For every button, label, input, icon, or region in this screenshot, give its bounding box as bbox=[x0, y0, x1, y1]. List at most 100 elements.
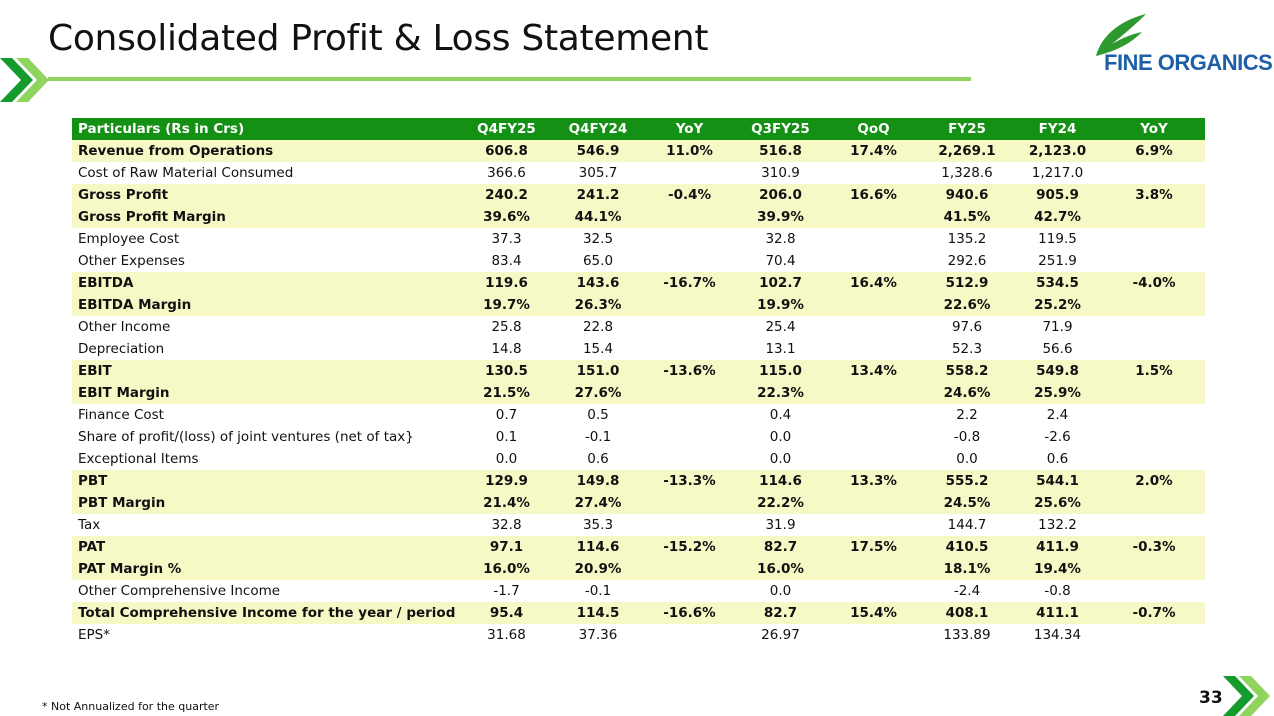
row-label: Exceptional Items bbox=[78, 451, 199, 467]
table-cell: 251.9 bbox=[1038, 253, 1077, 269]
row-label: PBT Margin bbox=[72, 492, 460, 514]
table-cell bbox=[643, 492, 736, 514]
table-cell: 37.36 bbox=[578, 627, 618, 643]
table-cell: 606.8 bbox=[460, 140, 553, 162]
table-cell bbox=[643, 294, 736, 316]
table-cell: 6.9% bbox=[1103, 140, 1205, 162]
table-cell: 115.0 bbox=[736, 360, 825, 382]
table-cell: 206.0 bbox=[736, 184, 825, 206]
table-cell: -0.8 bbox=[1044, 583, 1071, 599]
table-cell: 19.4% bbox=[1012, 558, 1103, 580]
table-cell: 516.8 bbox=[736, 140, 825, 162]
table-cell: 133.89 bbox=[943, 627, 991, 643]
table-cell: 114.6 bbox=[553, 536, 643, 558]
table-cell: 17.4% bbox=[825, 140, 922, 162]
row-label: Other Expenses bbox=[78, 253, 185, 269]
table-cell: 25.2% bbox=[1012, 294, 1103, 316]
table-cell: 0.0 bbox=[769, 429, 792, 445]
table-cell: 22.8 bbox=[582, 319, 614, 335]
table-row: EPS* 31.68 37.36 26.97 133.89 134.34 bbox=[72, 624, 1205, 646]
brand-name: FINE ORGANICS bbox=[1104, 50, 1273, 75]
table-cell: 25.8 bbox=[491, 319, 522, 335]
table-cell: 41.5% bbox=[922, 206, 1012, 228]
table-cell bbox=[1103, 624, 1205, 646]
table-cell bbox=[1103, 426, 1205, 448]
row-label: PAT Margin % bbox=[72, 558, 460, 580]
table-cell: 14.8 bbox=[491, 341, 522, 357]
row-label: Other Income bbox=[78, 319, 171, 335]
table-row: Other Income 25.8 22.8 25.4 97.6 71.9 bbox=[72, 316, 1205, 338]
table-cell: 22.6% bbox=[922, 294, 1012, 316]
row-label: PBT bbox=[72, 470, 460, 492]
table-cell: 366.6 bbox=[487, 165, 526, 181]
table-cell: 546.9 bbox=[553, 140, 643, 162]
table-cell bbox=[643, 382, 736, 404]
header-fy25: FY25 bbox=[922, 118, 1012, 140]
table-cell: -0.7% bbox=[1103, 602, 1205, 624]
table-cell: 13.3% bbox=[825, 470, 922, 492]
table-cell: 20.9% bbox=[553, 558, 643, 580]
table-cell bbox=[643, 448, 736, 470]
table-cell: 102.7 bbox=[736, 272, 825, 294]
table-cell: 544.1 bbox=[1012, 470, 1103, 492]
table-cell bbox=[643, 250, 736, 272]
table-cell: 2,123.0 bbox=[1012, 140, 1103, 162]
table-cell: -13.6% bbox=[643, 360, 736, 382]
table-cell: 32.5 bbox=[582, 231, 614, 247]
table-cell: 19.7% bbox=[460, 294, 553, 316]
table-cell bbox=[1103, 206, 1205, 228]
table-cell bbox=[825, 404, 922, 426]
table-cell: 97.1 bbox=[460, 536, 553, 558]
table-cell: 65.0 bbox=[582, 253, 614, 269]
table-cell bbox=[825, 162, 922, 184]
table-cell: 16.4% bbox=[825, 272, 922, 294]
table-cell: 905.9 bbox=[1012, 184, 1103, 206]
table-row: EBIT 130.5 151.0 -13.6% 115.0 13.4% 558.2 549.8… bbox=[72, 360, 1205, 382]
table-cell: 21.4% bbox=[460, 492, 553, 514]
table-cell: 82.7 bbox=[736, 602, 825, 624]
leaf-icon bbox=[1096, 14, 1146, 56]
table-cell: 44.1% bbox=[553, 206, 643, 228]
table-cell: 292.6 bbox=[947, 253, 987, 269]
table-cell bbox=[1103, 514, 1205, 536]
table-cell: 27.4% bbox=[553, 492, 643, 514]
table-row: Share of profit/(loss) of joint ventures… bbox=[72, 426, 1205, 448]
table-cell: 129.9 bbox=[460, 470, 553, 492]
row-label: EPS* bbox=[78, 627, 110, 643]
table-cell bbox=[643, 514, 736, 536]
table-cell: 97.6 bbox=[951, 319, 983, 335]
table-cell: 0.6 bbox=[587, 451, 609, 467]
header-q3fy25: Q3FY25 bbox=[736, 118, 825, 140]
table-cell: 119.5 bbox=[1038, 231, 1077, 247]
table-cell: 240.2 bbox=[460, 184, 553, 206]
table-cell bbox=[1103, 448, 1205, 470]
table-cell: 13.1 bbox=[765, 341, 796, 357]
table-cell: -15.2% bbox=[643, 536, 736, 558]
table-cell: 13.4% bbox=[825, 360, 922, 382]
table-cell: 71.9 bbox=[1042, 319, 1073, 335]
table-cell: 1,328.6 bbox=[941, 165, 993, 181]
table-cell: 25.9% bbox=[1012, 382, 1103, 404]
table-cell bbox=[643, 162, 736, 184]
table-cell: -0.3% bbox=[1103, 536, 1205, 558]
table-cell bbox=[825, 206, 922, 228]
row-label: Gross Profit Margin bbox=[72, 206, 460, 228]
table-cell: 0.0 bbox=[495, 451, 518, 467]
page-title: Consolidated Profit & Loss Statement bbox=[48, 18, 709, 59]
row-label: EBIT Margin bbox=[72, 382, 460, 404]
table-row: Exceptional Items 0.0 0.6 0.0 0.0 0.6 bbox=[72, 448, 1205, 470]
header-qoq: QoQ bbox=[825, 118, 922, 140]
table-cell bbox=[643, 404, 736, 426]
table-cell: 2.2 bbox=[956, 407, 978, 423]
row-label: EBITDA bbox=[72, 272, 460, 294]
table-row: Other Expenses 83.4 65.0 70.4 292.6 251.9 bbox=[72, 250, 1205, 272]
table-cell bbox=[825, 382, 922, 404]
header-yoy-quarter: YoY bbox=[643, 118, 736, 140]
table-cell bbox=[825, 514, 922, 536]
table-cell bbox=[643, 316, 736, 338]
row-label: Cost of Raw Material Consumed bbox=[78, 165, 294, 181]
table-header-row: Particulars (Rs in Crs) Q4FY25 Q4FY24 Yo… bbox=[72, 118, 1205, 140]
table-cell: 42.7% bbox=[1012, 206, 1103, 228]
row-label: Total Comprehensive Income for the year … bbox=[72, 602, 460, 624]
table-cell: 3.8% bbox=[1103, 184, 1205, 206]
